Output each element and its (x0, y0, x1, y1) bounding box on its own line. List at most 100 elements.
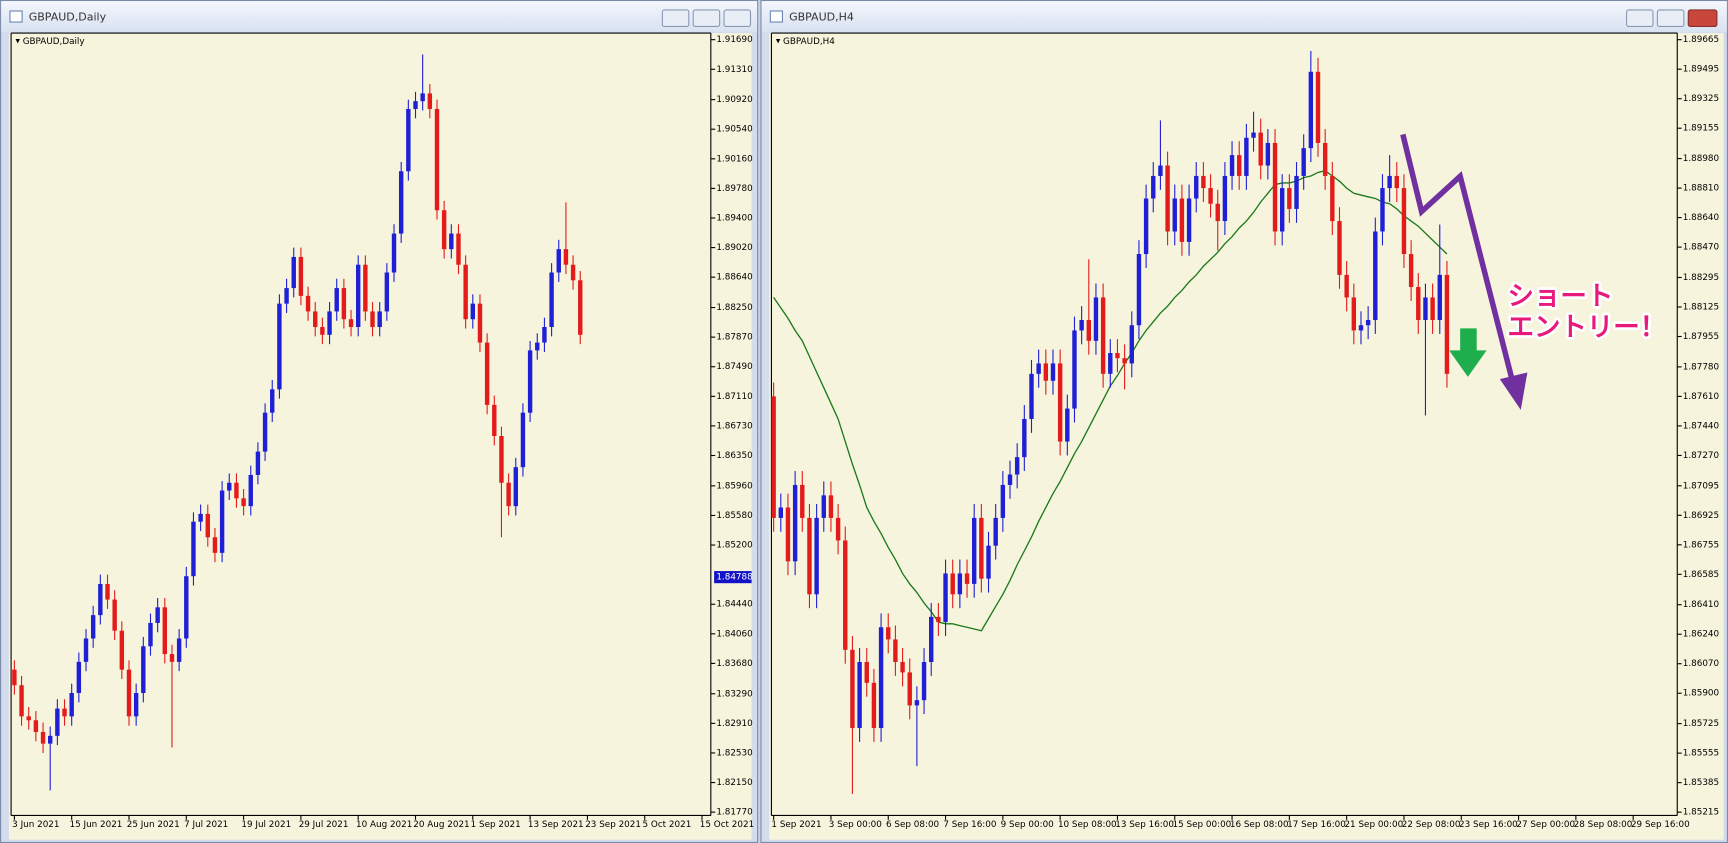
y-tick-label: 1.85555 (1683, 749, 1719, 759)
annotation-text: エントリー！ (1508, 312, 1667, 343)
candle-body (1272, 142, 1278, 232)
candle-body (456, 233, 461, 265)
candle-body (1050, 363, 1056, 381)
restore-button[interactable] (1656, 9, 1685, 27)
candle-body (1229, 155, 1235, 176)
candle-body (1444, 274, 1450, 374)
candle-body (506, 482, 511, 507)
candle-body (234, 482, 239, 499)
candle-body (1029, 373, 1034, 419)
window-title: GBPAUD,H4 (789, 11, 854, 24)
candle-body (1337, 221, 1342, 275)
y-tick-label: 1.89780 (716, 184, 753, 194)
candle-body (893, 639, 898, 662)
candle-body (957, 573, 963, 595)
candle-body (69, 693, 74, 717)
candle-body (1079, 320, 1084, 331)
candle-body (341, 288, 347, 320)
candle-body (169, 654, 175, 662)
y-tick-label: 1.90160 (716, 154, 753, 164)
candle-body (1122, 358, 1127, 364)
candle-body (814, 517, 819, 595)
candle-body (986, 545, 991, 579)
minimize-button[interactable] (1626, 9, 1654, 27)
title-bar (1, 1, 758, 32)
y-tick-label: 1.82910 (716, 719, 753, 729)
candle-body (219, 490, 225, 553)
candle-body (119, 630, 125, 670)
candle-body (871, 682, 877, 728)
candle-body (1394, 175, 1400, 189)
y-tick-label: 1.89495 (1683, 65, 1719, 75)
candle-body (406, 108, 411, 172)
window-title: GBPAUD,Daily (29, 11, 107, 24)
candle-body (90, 615, 96, 639)
close-button[interactable] (1687, 9, 1718, 27)
close-button[interactable] (723, 9, 752, 27)
candle-body (1430, 297, 1435, 321)
x-tick-label: 16 Sep 08:00 (1230, 820, 1289, 830)
candle-body (162, 607, 168, 655)
minimize-button[interactable] (661, 9, 690, 27)
chart-label-text: GBPAUD,Daily (23, 36, 85, 46)
candle-body (241, 498, 246, 507)
y-tick-label: 1.91310 (716, 65, 753, 75)
y-tick-label: 1.88295 (1683, 273, 1719, 283)
restore-button[interactable] (692, 9, 721, 27)
candle-body (1294, 175, 1299, 209)
y-tick-label: 1.86410 (1683, 600, 1720, 610)
y-tick-label: 1.86730 (716, 421, 753, 431)
down-arrow (1449, 328, 1487, 377)
annotation-arrow (1400, 133, 1516, 385)
y-tick-label: 1.85200 (716, 541, 753, 551)
candle-body (929, 616, 934, 662)
candle-body (785, 507, 791, 562)
candle-body (886, 627, 891, 640)
y-tick-label: 1.82150 (716, 778, 753, 788)
candle-body (141, 646, 146, 694)
candle-body (1208, 188, 1213, 204)
candle-body (212, 537, 218, 553)
y-tick-label: 1.83290 (716, 689, 753, 699)
candle-body (1301, 148, 1306, 176)
candle-body (477, 303, 483, 343)
y-tick-label: 1.86070 (1683, 659, 1720, 669)
y-tick-label: 1.85960 (716, 481, 753, 491)
candle-body (570, 264, 576, 281)
candle-body (1258, 132, 1263, 166)
candle-body (284, 288, 289, 304)
candle-body (298, 256, 304, 296)
chart-label: ▾ GBPAUD,H4 (776, 36, 835, 46)
candle-body (499, 436, 504, 483)
window-icon (769, 10, 784, 23)
candle-body (1201, 175, 1206, 189)
x-tick-label: 29 Sep 16:00 (1631, 820, 1690, 830)
candle-body (427, 93, 433, 109)
candle-body (133, 693, 139, 717)
candle-body (936, 616, 941, 623)
candle-body (520, 412, 526, 468)
candle-body (542, 327, 547, 343)
chart-area (8, 33, 752, 840)
candle-body (363, 264, 368, 312)
x-tick-label: 23 Sep 2021 (585, 820, 641, 830)
candle-body (184, 576, 189, 639)
candle-body (1172, 198, 1177, 232)
candle-body (420, 93, 425, 102)
candle-body (1251, 132, 1256, 138)
x-tick-label: 15 Oct 2021 (700, 820, 754, 830)
candle-body (828, 495, 834, 518)
x-tick-label: 7 Jul 2021 (184, 820, 228, 830)
candle-body (1308, 71, 1314, 149)
candle-body (413, 101, 418, 109)
candle-body (950, 573, 955, 595)
candle-body (1330, 175, 1335, 222)
candle-body (105, 583, 110, 600)
candle-body (1279, 188, 1285, 232)
candle-body (1151, 175, 1156, 199)
candle-body (1373, 231, 1378, 321)
candle-body (771, 396, 776, 518)
candle-body (1000, 484, 1006, 518)
y-tick-label: 1.85725 (1683, 719, 1719, 729)
candle-body (979, 517, 984, 579)
